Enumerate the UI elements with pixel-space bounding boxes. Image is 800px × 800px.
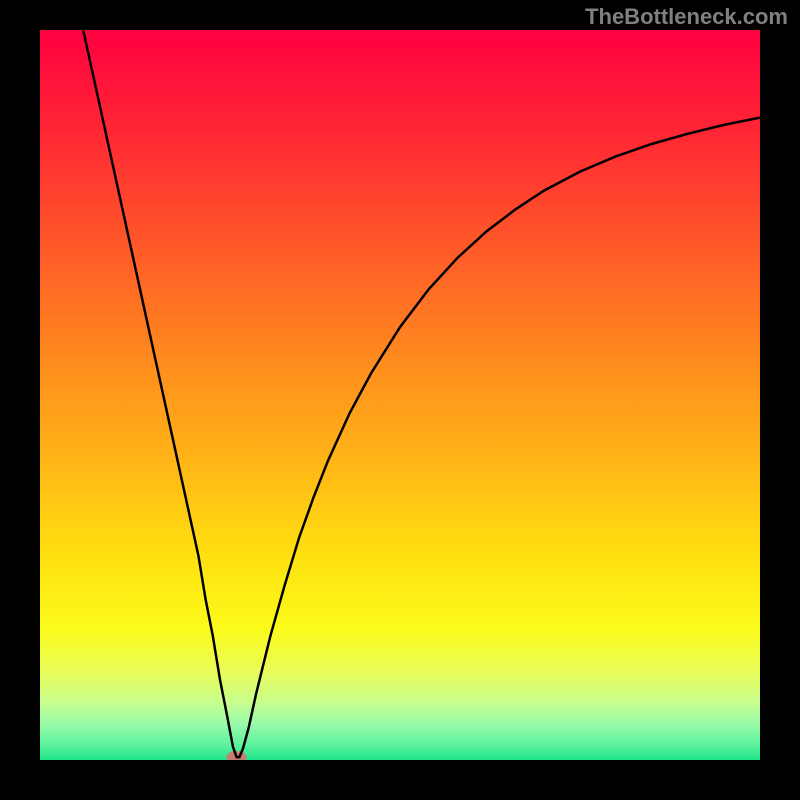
bottleneck-chart [40,30,760,760]
chart-background [40,30,760,760]
chart-svg [40,30,760,760]
watermark-text: TheBottleneck.com [585,4,788,30]
